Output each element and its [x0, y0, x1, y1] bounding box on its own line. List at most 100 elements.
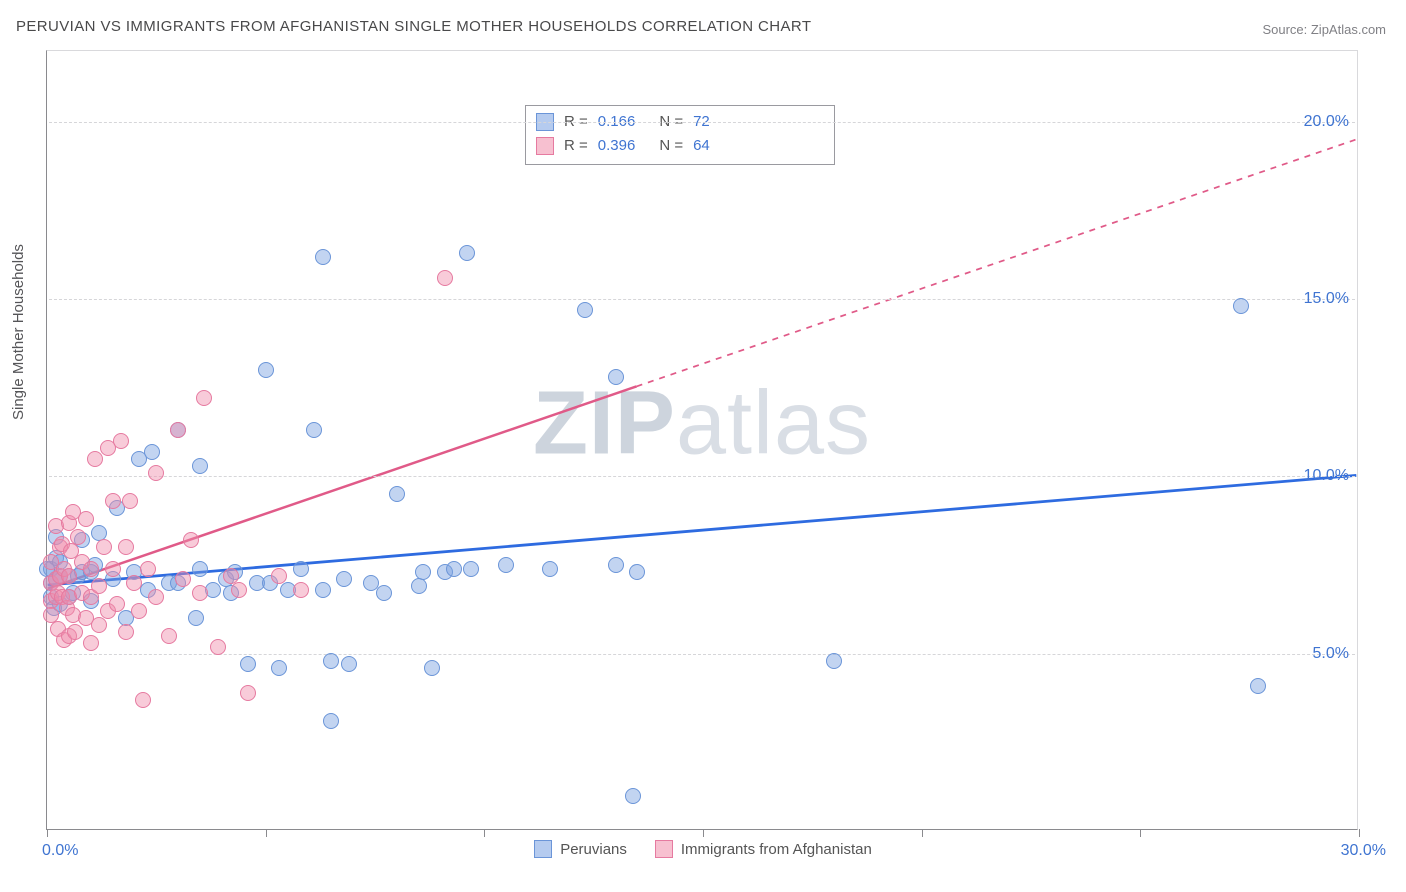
data-point [240, 656, 256, 672]
data-point [113, 433, 129, 449]
data-point [183, 532, 199, 548]
data-point [87, 451, 103, 467]
data-point [411, 578, 427, 594]
data-point [78, 511, 94, 527]
data-point [341, 656, 357, 672]
data-point [826, 653, 842, 669]
r-value: 0.396 [598, 134, 636, 158]
data-point [459, 245, 475, 261]
data-point [196, 390, 212, 406]
legend-swatch [655, 840, 673, 858]
legend-swatch [536, 137, 554, 155]
legend-item: Immigrants from Afghanistan [655, 840, 872, 858]
x-tick-mark [922, 829, 923, 837]
x-tick-mark [47, 829, 48, 837]
x-tick-label: 30.0% [1341, 842, 1386, 860]
data-point [118, 539, 134, 555]
data-point [323, 653, 339, 669]
data-point [446, 561, 462, 577]
data-point [437, 270, 453, 286]
legend-label: Immigrants from Afghanistan [681, 841, 872, 858]
data-point [126, 575, 142, 591]
data-point [315, 582, 331, 598]
y-tick-label: 10.0% [1304, 467, 1349, 485]
chart-title: PERUVIAN VS IMMIGRANTS FROM AFGHANISTAN … [16, 18, 811, 35]
data-point [336, 571, 352, 587]
data-point [258, 362, 274, 378]
data-point [389, 486, 405, 502]
data-point [608, 369, 624, 385]
data-point [608, 557, 624, 573]
r-label: R = [564, 134, 588, 158]
data-point [91, 617, 107, 633]
bottom-legend: Peruvians Immigrants from Afghanistan [0, 840, 1406, 858]
x-tick-mark [266, 829, 267, 837]
data-point [122, 493, 138, 509]
data-point [415, 564, 431, 580]
data-point [96, 539, 112, 555]
data-point [118, 624, 134, 640]
data-point [192, 585, 208, 601]
data-point [240, 685, 256, 701]
data-point [105, 561, 121, 577]
data-point [424, 660, 440, 676]
data-point [170, 422, 186, 438]
stats-legend: R =0.166N =72R =0.396N =64 [525, 105, 835, 165]
legend-label: Peruvians [560, 841, 627, 858]
x-tick-mark [703, 829, 704, 837]
data-point [192, 458, 208, 474]
data-point [577, 302, 593, 318]
data-point [83, 635, 99, 651]
data-point [293, 561, 309, 577]
data-point [161, 628, 177, 644]
data-point [1233, 298, 1249, 314]
gridline [49, 654, 1355, 655]
n-label: N = [659, 134, 683, 158]
data-point [188, 610, 204, 626]
data-point [1250, 678, 1266, 694]
data-point [140, 561, 156, 577]
n-value: 64 [693, 134, 710, 158]
data-point [271, 568, 287, 584]
data-point [542, 561, 558, 577]
data-point [175, 571, 191, 587]
legend-swatch [534, 840, 552, 858]
x-tick-mark [1140, 829, 1141, 837]
data-point [315, 249, 331, 265]
watermark: ZIPatlas [533, 373, 871, 476]
data-point [323, 713, 339, 729]
y-axis-label: Single Mother Households [10, 244, 27, 420]
data-point [105, 493, 121, 509]
data-point [135, 692, 151, 708]
data-point [306, 422, 322, 438]
data-point [376, 585, 392, 601]
data-point [498, 557, 514, 573]
data-point [629, 564, 645, 580]
data-point [131, 603, 147, 619]
source-label: Source: ZipAtlas.com [1262, 22, 1386, 37]
gridline [49, 299, 1355, 300]
data-point [293, 582, 309, 598]
y-tick-label: 20.0% [1304, 113, 1349, 131]
stats-legend-row: R = 0.396 N = 64 [536, 134, 824, 158]
data-point [192, 561, 208, 577]
data-point [210, 639, 226, 655]
x-tick-mark [484, 829, 485, 837]
data-point [144, 444, 160, 460]
data-point [231, 582, 247, 598]
data-point [61, 568, 77, 584]
data-point [109, 596, 125, 612]
data-point [463, 561, 479, 577]
gridline [49, 476, 1355, 477]
data-point [83, 561, 99, 577]
x-tick-label: 0.0% [42, 842, 78, 860]
data-point [625, 788, 641, 804]
y-tick-label: 15.0% [1304, 290, 1349, 308]
data-point [148, 589, 164, 605]
legend-item: Peruvians [534, 840, 627, 858]
data-point [91, 578, 107, 594]
plot-area: ZIPatlas R =0.166N =72R =0.396N =64 5.0%… [46, 50, 1358, 830]
trend-lines [47, 51, 1357, 829]
data-point [148, 465, 164, 481]
gridline [49, 122, 1355, 123]
